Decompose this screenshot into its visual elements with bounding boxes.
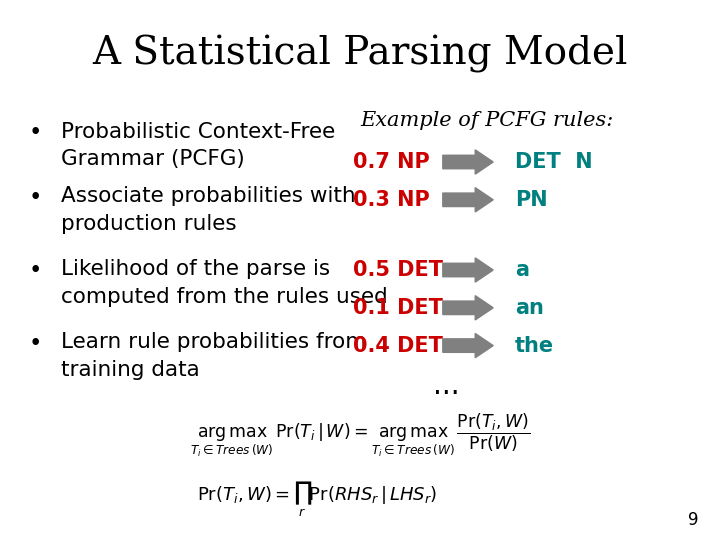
- Text: •: •: [29, 186, 42, 210]
- Text: PN: PN: [515, 190, 547, 210]
- Text: $\Pr(T_i, W) = \prod_r \Pr(RHS_r\,|\,LHS_r)$: $\Pr(T_i, W) = \prod_r \Pr(RHS_r\,|\,LHS…: [197, 480, 437, 519]
- FancyArrow shape: [443, 188, 493, 212]
- Text: 0.3 NP: 0.3 NP: [353, 190, 430, 210]
- Text: DET  N: DET N: [515, 152, 593, 172]
- Text: 0.4 DET: 0.4 DET: [353, 335, 443, 356]
- Text: 9: 9: [688, 511, 698, 529]
- Text: a: a: [515, 260, 528, 280]
- Text: Likelihood of the parse is
computed from the rules used: Likelihood of the parse is computed from…: [61, 259, 388, 307]
- FancyArrow shape: [443, 150, 493, 174]
- Text: Associate probabilities with
production rules: Associate probabilities with production …: [61, 186, 356, 234]
- Text: Learn rule probabilities from
training data: Learn rule probabilities from training d…: [61, 332, 366, 380]
- Text: an: an: [515, 298, 544, 318]
- Text: 0.1 DET: 0.1 DET: [353, 298, 443, 318]
- FancyArrow shape: [443, 333, 493, 358]
- Text: •: •: [29, 122, 42, 145]
- Text: •: •: [29, 259, 42, 282]
- FancyArrow shape: [443, 296, 493, 320]
- Text: Probabilistic Context-Free
Grammar (PCFG): Probabilistic Context-Free Grammar (PCFG…: [61, 122, 336, 170]
- Text: •: •: [29, 332, 42, 355]
- Text: 0.7 NP: 0.7 NP: [353, 152, 430, 172]
- FancyArrow shape: [443, 258, 493, 282]
- Text: the: the: [515, 335, 554, 356]
- Text: A Statistical Parsing Model: A Statistical Parsing Model: [92, 35, 628, 73]
- Text: $\underset{T_i \in Trees\,(W)}{\arg\max}\,\Pr(T_i\,|\,W) = \underset{T_i \in Tre: $\underset{T_i \in Trees\,(W)}{\arg\max}…: [190, 411, 530, 458]
- Text: 0.5 DET: 0.5 DET: [353, 260, 443, 280]
- Text: ...: ...: [433, 372, 459, 400]
- Text: Example of PCFG rules:: Example of PCFG rules:: [360, 111, 613, 130]
